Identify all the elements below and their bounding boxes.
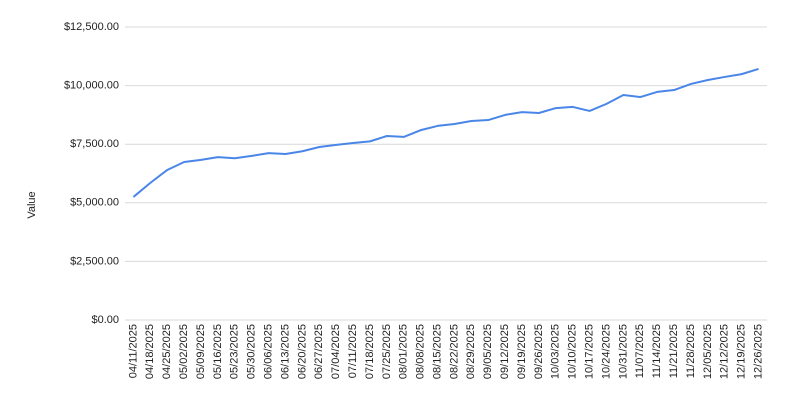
x-tick-label: 11/14/2025 — [651, 324, 663, 378]
x-tick-label: 10/31/2025 — [617, 324, 629, 379]
x-tick-label: 07/04/2025 — [330, 324, 342, 379]
x-tick-label: 10/03/2025 — [550, 324, 562, 379]
x-tick-label: 10/17/2025 — [584, 324, 596, 379]
y-tick-label: $12,500.00 — [64, 21, 119, 33]
x-tick-label: 08/08/2025 — [415, 324, 427, 379]
x-tick-label: 12/26/2025 — [752, 324, 764, 379]
x-tick-label: 05/16/2025 — [212, 324, 224, 379]
y-tick-label: $5,000.00 — [70, 197, 119, 209]
x-tick-label: 06/13/2025 — [279, 324, 291, 379]
x-tick-label: 07/18/2025 — [364, 324, 376, 379]
x-tick-label: 09/26/2025 — [533, 324, 545, 379]
x-tick-label: 11/21/2025 — [668, 324, 680, 378]
x-tick-label: 08/29/2025 — [465, 324, 477, 379]
x-tick-label: 04/18/2025 — [144, 324, 156, 379]
y-tick-label: $2,500.00 — [70, 255, 119, 267]
x-tick-label: 10/10/2025 — [567, 324, 579, 379]
y-tick-label: $0.00 — [91, 314, 119, 326]
x-tick-label: 04/25/2025 — [161, 324, 173, 379]
x-tick-label: 06/06/2025 — [263, 324, 275, 379]
x-tick-label: 11/28/2025 — [685, 324, 697, 378]
x-tick-label: 09/12/2025 — [499, 324, 511, 379]
x-tick-label: 05/23/2025 — [229, 324, 241, 379]
x-tick-label: 05/30/2025 — [246, 324, 258, 379]
x-tick-label: 06/20/2025 — [296, 324, 308, 379]
x-tick-label: 06/27/2025 — [313, 324, 325, 379]
x-tick-label: 08/01/2025 — [398, 324, 410, 379]
x-tick-label: 05/09/2025 — [195, 324, 207, 379]
x-tick-label: 05/02/2025 — [178, 324, 190, 379]
x-tick-label: 09/19/2025 — [516, 324, 528, 379]
x-tick-label: 09/05/2025 — [482, 324, 494, 379]
x-tick-label: 12/05/2025 — [702, 324, 714, 379]
y-axis-label: Value — [26, 191, 38, 218]
x-tick-label: 07/25/2025 — [381, 324, 393, 379]
y-tick-label: $10,000.00 — [64, 80, 119, 92]
x-tick-label: 08/15/2025 — [431, 324, 443, 379]
x-tick-label: 12/12/2025 — [719, 324, 731, 379]
x-tick-label: 11/07/2025 — [634, 324, 646, 378]
data-line — [132, 68, 759, 198]
x-tick-label: 12/19/2025 — [736, 324, 748, 379]
x-tick-label: 07/11/2025 — [347, 324, 359, 378]
x-tick-label: 04/11/2025 — [127, 324, 139, 378]
x-tick-label: 08/22/2025 — [448, 324, 460, 379]
x-tick-label: 10/24/2025 — [600, 324, 612, 379]
y-tick-label: $7,500.00 — [70, 138, 119, 150]
